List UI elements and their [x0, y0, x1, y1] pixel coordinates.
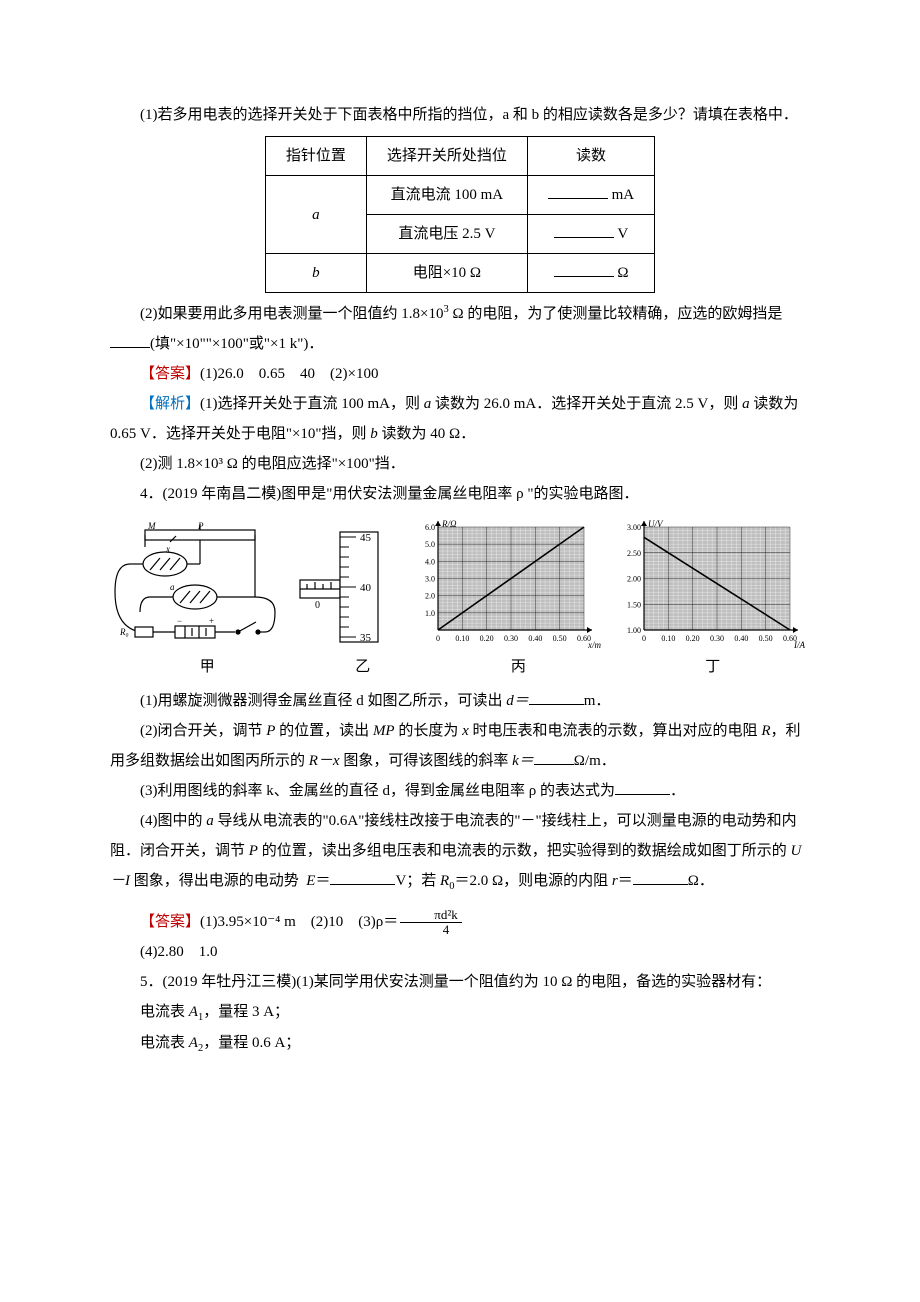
- fig-ding: 00.100.200.300.400.500.601.001.502.002.5…: [610, 517, 810, 652]
- cell-reading-3: Ω: [527, 254, 654, 293]
- q4-sub1: (1)用螺旋测微器测得金属丝直径 d 如图乙所示，可读出 d＝m．: [110, 686, 810, 716]
- q2-text: (2)如果要用此多用电表测量一个阻值约 1.8×103 Ω 的电阻，为了使测量比…: [110, 299, 810, 359]
- cell-setting-2: 直流电压 2.5 V: [366, 215, 527, 254]
- svg-text:0.20: 0.20: [686, 634, 700, 643]
- q4-sub3: (3)利用图线的斜率 k、金属丝的直径 d，得到金属丝电阻率 ρ 的表达式为．: [110, 776, 810, 806]
- chart-bing: 00.100.200.300.400.500.601.02.03.04.05.0…: [404, 517, 604, 652]
- svg-text:I/A: I/A: [793, 640, 805, 650]
- cell-pos-a: a: [265, 176, 366, 254]
- reading-table: 指针位置 选择开关所处挡位 读数 a 直流电流 100 mA mA 直流电压 2…: [265, 136, 655, 293]
- fig-label-yi: 乙: [304, 652, 421, 682]
- svg-text:+: +: [209, 616, 214, 626]
- fig-yi: 0 35 40 45: [286, 522, 398, 652]
- svg-text:0.20: 0.20: [480, 634, 494, 643]
- svg-text:R₀: R₀: [119, 627, 129, 637]
- answer-label-4: 【答案】: [140, 914, 200, 930]
- fig-labels: 甲 乙 丙 丁: [110, 652, 810, 682]
- th-setting: 选择开关所处挡位: [366, 137, 527, 176]
- fig-label-jia: 甲: [110, 652, 304, 682]
- q4-sub4: (4)图中的 a 导线从电流表的"0.6A"接线柱改接于电流表的"－"接线柱上，…: [110, 806, 810, 897]
- q5-item1: 电流表 A1，量程 3 A；: [110, 997, 810, 1028]
- circuit-diagram-icon: M P x a: [110, 522, 280, 652]
- svg-text:0: 0: [436, 634, 440, 643]
- th-reading: 读数: [527, 137, 654, 176]
- svg-text:0: 0: [642, 634, 646, 643]
- svg-text:U/V: U/V: [648, 519, 664, 529]
- answer-1: 【答案】(1)26.0 0.65 40 (2)×100: [110, 359, 810, 389]
- svg-text:0.50: 0.50: [759, 634, 773, 643]
- cell-reading-2: V: [527, 215, 654, 254]
- svg-text:a: a: [170, 582, 175, 592]
- answer-4-line1: 【答案】(1)3.95×10⁻⁴ m (2)10 (3)ρ＝πd²k4: [110, 907, 810, 937]
- q5-item2: 电流表 A2，量程 0.6 A；: [110, 1028, 810, 1059]
- svg-text:0.10: 0.10: [661, 634, 675, 643]
- fig-jia: M P x a: [110, 522, 280, 652]
- q1-text: (1)若多用电表的选择开关处于下面表格中所指的挡位，a 和 b 的相应读数各是多…: [110, 100, 810, 130]
- svg-text:2.50: 2.50: [627, 549, 641, 558]
- analysis-label: 【解析】: [140, 396, 200, 412]
- cell-pos-b: b: [265, 254, 366, 293]
- svg-text:0.50: 0.50: [553, 634, 567, 643]
- q4-intro: 4．(2019 年南昌二模)图甲是"用伏安法测量金属丝电阻率 ρ "的实验电路图…: [110, 479, 810, 509]
- fig-label-ding: 丁: [616, 652, 810, 682]
- cell-reading-1: mA: [527, 176, 654, 215]
- figures-row: M P x a: [110, 517, 810, 652]
- fig-label-bing: 丙: [421, 652, 615, 682]
- svg-text:0.30: 0.30: [504, 634, 518, 643]
- svg-text:0.40: 0.40: [528, 634, 542, 643]
- svg-text:2.00: 2.00: [627, 575, 641, 584]
- svg-text:3.00: 3.00: [627, 523, 641, 532]
- svg-text:0: 0: [315, 600, 320, 611]
- cell-setting-1: 直流电流 100 mA: [366, 176, 527, 215]
- fig-bing: 00.100.200.300.400.500.601.02.03.04.05.0…: [404, 517, 604, 652]
- svg-text:0.10: 0.10: [455, 634, 469, 643]
- svg-text:x/m: x/m: [587, 640, 601, 650]
- svg-text:2.0: 2.0: [425, 592, 435, 601]
- svg-text:M: M: [147, 522, 156, 531]
- svg-text:1.0: 1.0: [425, 609, 435, 618]
- svg-text:−: −: [177, 616, 182, 626]
- answer-4-line2: (4)2.80 1.0: [110, 937, 810, 967]
- th-pointer: 指针位置: [265, 137, 366, 176]
- svg-text:0.40: 0.40: [734, 634, 748, 643]
- svg-text:1.50: 1.50: [627, 600, 641, 609]
- micrometer-icon: 0 35 40 45: [295, 522, 390, 652]
- analysis-1-line1: 【解析】(1)选择开关处于直流 100 mA，则 a 读数为 26.0 mA．选…: [110, 389, 810, 449]
- fraction: πd²k4: [400, 908, 461, 938]
- svg-text:5.0: 5.0: [425, 540, 435, 549]
- svg-text:R/Ω: R/Ω: [441, 519, 457, 529]
- svg-text:45: 45: [360, 532, 372, 544]
- svg-text:0.30: 0.30: [710, 634, 724, 643]
- svg-text:4.0: 4.0: [425, 557, 435, 566]
- analysis-1-line2: (2)测 1.8×10³ Ω 的电阻应选择"×100"挡．: [110, 449, 810, 479]
- svg-text:35: 35: [360, 632, 372, 644]
- svg-text:40: 40: [360, 582, 372, 594]
- svg-text:1.00: 1.00: [627, 626, 641, 635]
- q5-intro: 5．(2019 年牡丹江三模)(1)某同学用伏安法测量一个阻值约为 10 Ω 的…: [110, 967, 810, 997]
- svg-text:3.0: 3.0: [425, 575, 435, 584]
- svg-text:6.0: 6.0: [425, 523, 435, 532]
- answer-label: 【答案】: [140, 366, 200, 382]
- q4-sub2: (2)闭合开关，调节 P 的位置，读出 MP 的长度为 x 时电压表和电流表的示…: [110, 716, 810, 776]
- cell-setting-3: 电阻×10 Ω: [366, 254, 527, 293]
- chart-ding: 00.100.200.300.400.500.601.001.502.002.5…: [610, 517, 810, 652]
